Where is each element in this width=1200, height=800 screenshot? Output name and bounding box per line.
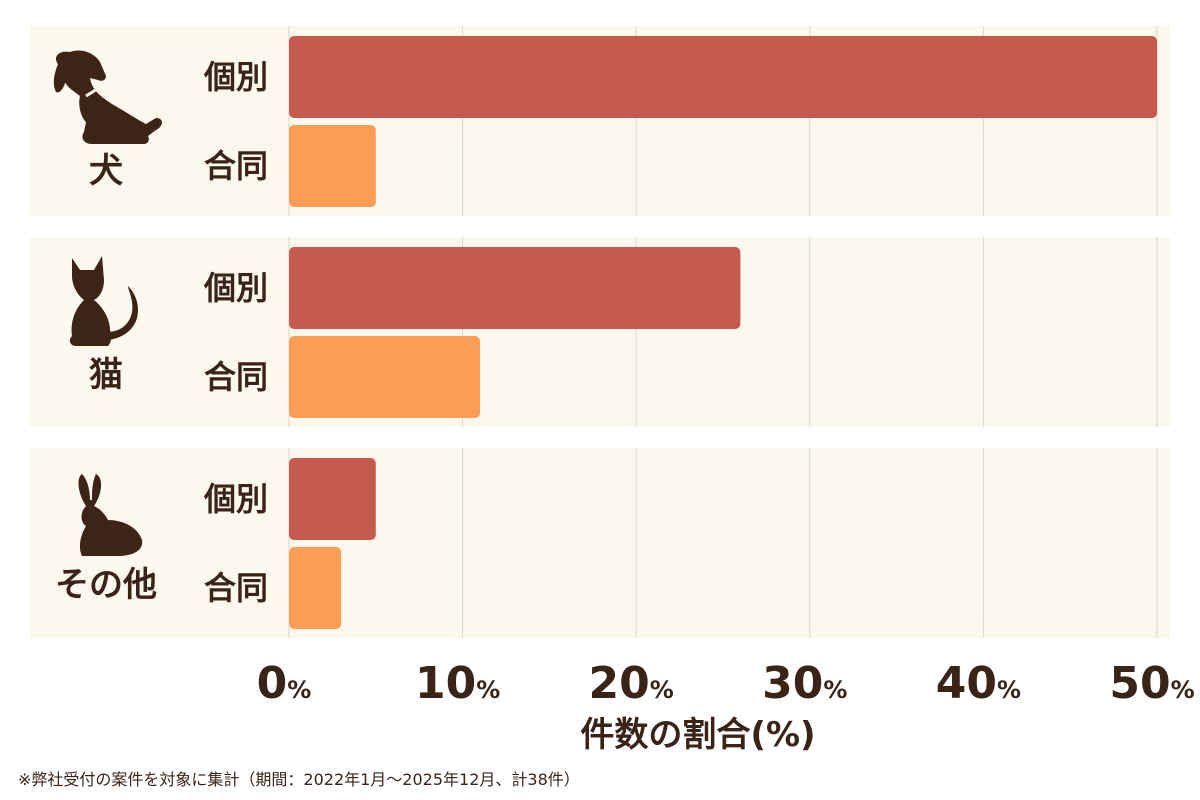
bar-joint xyxy=(289,336,480,418)
bar-label: 個別 xyxy=(203,58,268,96)
x-tick-label: 40% xyxy=(936,658,1021,709)
bar-label: 個別 xyxy=(203,269,268,307)
rabbit-body xyxy=(78,474,143,556)
x-tick-number: 40 xyxy=(936,658,997,709)
x-tick-number: 30 xyxy=(762,658,823,709)
x-tick-unit: % xyxy=(476,676,500,704)
dog-body xyxy=(55,50,162,144)
cat-body xyxy=(69,256,112,346)
group-label: 犬 xyxy=(89,151,123,191)
x-tick-label: 30% xyxy=(762,658,847,709)
bar-individual xyxy=(289,247,741,329)
bar-joint xyxy=(289,547,342,629)
x-tick-unit: % xyxy=(1171,676,1195,704)
x-tick-unit: % xyxy=(823,676,847,704)
bar-label: 合同 xyxy=(204,358,268,396)
x-tick-label: 50% xyxy=(1109,658,1194,709)
x-tick-unit: % xyxy=(650,676,674,704)
group-panel xyxy=(30,448,1170,638)
x-tick-number: 50 xyxy=(1109,658,1170,709)
dog-collar xyxy=(85,84,103,98)
cat-tail xyxy=(108,286,138,340)
bar-label: 合同 xyxy=(204,569,268,607)
dog-ear xyxy=(53,64,66,93)
x-tick-number: 20 xyxy=(589,658,650,709)
bar-label: 合同 xyxy=(204,147,268,185)
x-tick-number: 0 xyxy=(257,658,288,709)
rabbit-icon xyxy=(78,474,143,556)
bar-label: 個別 xyxy=(203,480,268,518)
group-label: その他 xyxy=(55,565,157,605)
x-tick-number: 10 xyxy=(415,658,476,709)
x-tick-unit: % xyxy=(997,676,1021,704)
x-tick-label: 10% xyxy=(415,658,500,709)
group-label: 猫 xyxy=(89,355,123,395)
footnote: ※弊社受付の案件を対象に集計（期間：2022年1月～2025年12月、計38件） xyxy=(18,770,580,789)
cat-icon xyxy=(69,256,138,346)
bar-joint xyxy=(289,125,376,207)
x-axis-label: 件数の割合(%) xyxy=(580,715,815,755)
x-tick-label: 0% xyxy=(257,658,312,709)
bar-individual xyxy=(289,36,1157,118)
x-tick-unit: % xyxy=(287,676,311,704)
dog-icon xyxy=(53,50,162,144)
bar-individual xyxy=(289,458,376,540)
x-tick-label: 20% xyxy=(589,658,674,709)
